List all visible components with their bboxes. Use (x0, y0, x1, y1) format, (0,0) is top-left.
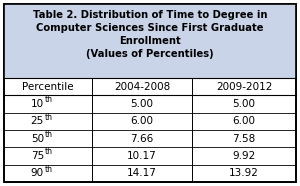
Text: th: th (45, 113, 53, 122)
Text: 14.17: 14.17 (127, 168, 157, 178)
Text: Table 2. Distribution of Time to Degree in: Table 2. Distribution of Time to Degree … (33, 10, 267, 20)
Text: 6.00: 6.00 (130, 116, 154, 126)
Text: Computer Sciences Since First Graduate: Computer Sciences Since First Graduate (36, 23, 264, 33)
Text: th: th (45, 165, 53, 174)
Text: th: th (45, 147, 53, 156)
Text: (Values of Percentiles): (Values of Percentiles) (86, 49, 214, 59)
Text: 5.00: 5.00 (232, 99, 256, 109)
Bar (4, 4, 296, 78)
Text: th: th (45, 95, 53, 105)
Text: 6.00: 6.00 (232, 116, 256, 126)
Text: 2009-2012: 2009-2012 (216, 82, 272, 92)
Text: 90: 90 (31, 168, 44, 178)
Text: 9.92: 9.92 (232, 151, 256, 161)
Text: 7.66: 7.66 (130, 134, 154, 144)
Text: Enrollment: Enrollment (119, 36, 181, 46)
Text: 7.58: 7.58 (232, 134, 256, 144)
Text: Percentile: Percentile (22, 82, 74, 92)
Text: 50: 50 (31, 134, 44, 144)
Text: 2004-2008: 2004-2008 (114, 82, 170, 92)
Text: th: th (45, 130, 53, 139)
Text: 5.00: 5.00 (130, 99, 154, 109)
Text: 75: 75 (31, 151, 44, 161)
Text: 10: 10 (31, 99, 44, 109)
Text: 25: 25 (31, 116, 44, 126)
Text: 10.17: 10.17 (127, 151, 157, 161)
Text: 13.92: 13.92 (229, 168, 259, 178)
